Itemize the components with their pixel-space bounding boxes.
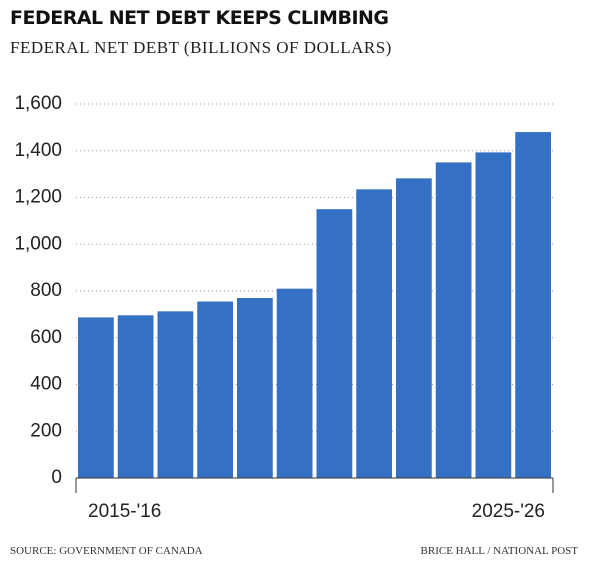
y-tick-label: 1,600 <box>14 93 62 114</box>
y-tick-label: 800 <box>30 280 62 301</box>
y-tick-label: 1,200 <box>14 187 62 208</box>
chart-subtitle: FEDERAL NET DEBT (BILLIONS OF DOLLARS) <box>10 38 392 57</box>
chart-title: FEDERAL NET DEBT KEEPS CLIMBING <box>10 7 389 29</box>
bar <box>157 311 194 478</box>
bar <box>316 209 353 478</box>
bar <box>276 288 313 478</box>
y-tick-label: 1,000 <box>14 233 62 254</box>
y-tick-label: 0 <box>51 467 62 488</box>
x-tick-label: 2015-'16 <box>88 501 161 522</box>
y-tick-label: 200 <box>30 420 62 441</box>
bar <box>475 152 512 479</box>
y-tick-label: 1,400 <box>14 140 62 161</box>
bar <box>515 132 551 479</box>
x-tick-label: 2025-'26 <box>472 501 545 522</box>
bar <box>435 162 472 478</box>
bar <box>78 317 114 478</box>
y-tick-label: 400 <box>30 374 62 395</box>
source: SOURCE: GOVERNMENT OF CANADA <box>10 545 203 557</box>
y-tick-label: 600 <box>30 327 62 348</box>
bar <box>237 298 273 478</box>
bar <box>197 301 233 478</box>
bar <box>117 315 154 478</box>
bar <box>396 178 432 478</box>
credit: BRICE HALL / NATIONAL POST <box>421 545 579 557</box>
bar <box>356 189 392 478</box>
